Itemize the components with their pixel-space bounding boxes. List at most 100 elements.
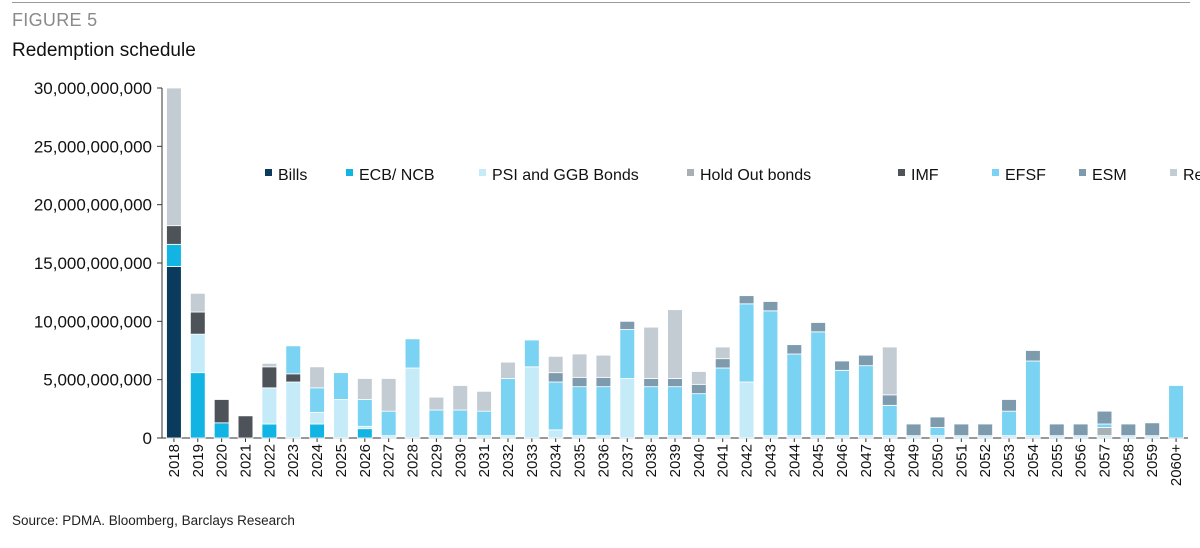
legend-label: Repo/ Other	[1183, 167, 1200, 184]
bar-segment-esm	[905, 423, 922, 437]
bar-segment-efsf	[357, 399, 373, 427]
bar-segment-esm	[714, 358, 731, 369]
bar-segment-esm	[1025, 350, 1041, 362]
bar-segment-esm	[953, 423, 970, 437]
bar-stack-2021	[237, 415, 254, 439]
x-tick-label: 2058	[1120, 444, 1137, 477]
bar-stack-2049	[905, 423, 922, 439]
bar-segment-efsf	[452, 409, 469, 437]
legend: Bills ECB/ NCB PSI and GGB Bonds Hold Out b…	[265, 167, 1200, 184]
x-tick-label: 2044	[786, 444, 803, 477]
legend-label: Hold Out bonds	[700, 167, 811, 184]
bar-segment-esm	[619, 320, 636, 330]
legend-item-imf: IMF	[898, 167, 939, 184]
bar-segment-bills	[166, 266, 182, 439]
legend-label: PSI and GGB Bonds	[492, 167, 639, 184]
bar-segment-psi-and-ggb-bonds	[404, 367, 421, 439]
bar-stack-2041	[714, 346, 731, 439]
legend-item-esm: ESM	[1079, 167, 1127, 184]
bar-stack-2040	[691, 371, 707, 439]
bar-segment-efsf	[762, 310, 779, 437]
x-tick-label: 2021	[238, 444, 255, 477]
y-tick-label: 10,000,000,000	[34, 312, 152, 331]
x-tick-label: 2037	[619, 444, 636, 477]
bar-stack-2057	[1096, 410, 1113, 439]
bar-stack-2030	[452, 385, 469, 439]
bar-stack-2020	[213, 399, 230, 439]
x-tick-label: 2046	[834, 444, 851, 477]
bar-segment-imf	[189, 311, 206, 335]
bar-segment-esm	[691, 383, 707, 395]
bar-stack-2037	[619, 320, 636, 439]
x-tick-label: 2034	[548, 444, 565, 477]
bar-segment-psi-and-ggb-bonds	[333, 399, 349, 439]
x-tick-label: 2040	[691, 444, 708, 477]
x-axis: 2018 2019 2020 2021 2022 2023 2024 2025 2026 2027…	[162, 437, 1188, 486]
legend-label: IMF	[911, 167, 939, 184]
x-tick-label: 2057	[1096, 444, 1113, 477]
x-tick-label: 2047	[858, 444, 875, 477]
legend-item-hold-out-bonds: Hold Out bonds	[687, 167, 811, 184]
legend-swatch	[1170, 169, 1177, 176]
bar-segment-efsf	[738, 303, 755, 383]
legend-item-efsf: EFSF	[992, 167, 1046, 184]
x-tick-label: 2052	[977, 444, 994, 477]
bar-segment-hold-out-bonds	[1096, 427, 1113, 437]
y-tick-label: 30,000,000,000	[34, 79, 152, 98]
bar-segment-efsf	[1001, 410, 1017, 437]
bar-segment-efsf	[380, 410, 397, 437]
bar-segment-psi-and-ggb-bonds	[547, 429, 564, 439]
bar-segment-psi-and-ggb-bonds	[524, 366, 540, 439]
bar-segment-efsf	[643, 386, 659, 437]
x-tick-label: 2039	[667, 444, 684, 477]
x-tick-label: 2027	[381, 444, 398, 477]
bar-stack-2045	[810, 322, 826, 439]
figure-label: FIGURE 5	[12, 10, 98, 30]
bar-segment-esm	[977, 423, 993, 437]
legend-item-bills: Bills	[265, 167, 307, 184]
bar-stack-2038	[643, 326, 659, 439]
x-tick-label: 2019	[190, 444, 207, 477]
bar-segment-psi-and-ggb-bonds	[189, 333, 206, 374]
bar-segment-efsf	[619, 329, 636, 379]
bar-stack-2028	[404, 338, 421, 439]
bar-segment-efsf	[929, 427, 946, 437]
x-tick-label: 2049	[906, 444, 923, 477]
legend-item-ecb-ncb: ECB/ NCB	[346, 167, 435, 184]
bar-segment-esm	[1001, 399, 1017, 412]
bar-segment-efsf	[858, 365, 874, 437]
bar-stack-2039	[667, 309, 683, 439]
x-tick-label: 2043	[762, 444, 779, 477]
bar-segment-imf	[237, 415, 254, 439]
bar-stack-2056	[1072, 423, 1089, 439]
legend-swatch	[992, 169, 999, 176]
bar-segment-efsf	[691, 393, 707, 437]
legend-swatch	[898, 169, 905, 176]
bar-segment-repo-other	[309, 366, 325, 389]
bar-segment-repo-other	[595, 354, 612, 378]
bar-stack-2043	[762, 301, 779, 439]
legend-swatch	[265, 169, 272, 176]
bar-segment-efsf	[810, 331, 826, 437]
bar-stack-2019	[189, 292, 206, 439]
bar-segment-efsf	[1168, 385, 1184, 439]
bar-segment-esm	[1120, 423, 1137, 437]
legend-label: ESM	[1092, 167, 1127, 184]
bar-segment-esm	[547, 372, 564, 383]
bar-segment-esm	[643, 378, 659, 388]
bar-stack-2051	[953, 423, 970, 439]
bar-stack-2035	[571, 353, 588, 439]
bar-stack-2036	[595, 354, 612, 439]
x-tick-label: 2060+	[1168, 444, 1185, 486]
bar-segment-repo-other	[261, 362, 278, 368]
bar-segment-esm	[858, 354, 874, 367]
bar-segment-efsf	[500, 378, 516, 437]
bar-stack-2059	[1144, 422, 1161, 439]
bar-segment-efsf	[571, 386, 588, 437]
bar-segment-esm	[1096, 410, 1113, 425]
bar-stack-2055	[1048, 423, 1065, 439]
bar-segment-efsf	[476, 410, 492, 437]
bar-segment-repo-other	[714, 346, 731, 360]
x-tick-label: 2031	[476, 444, 493, 477]
